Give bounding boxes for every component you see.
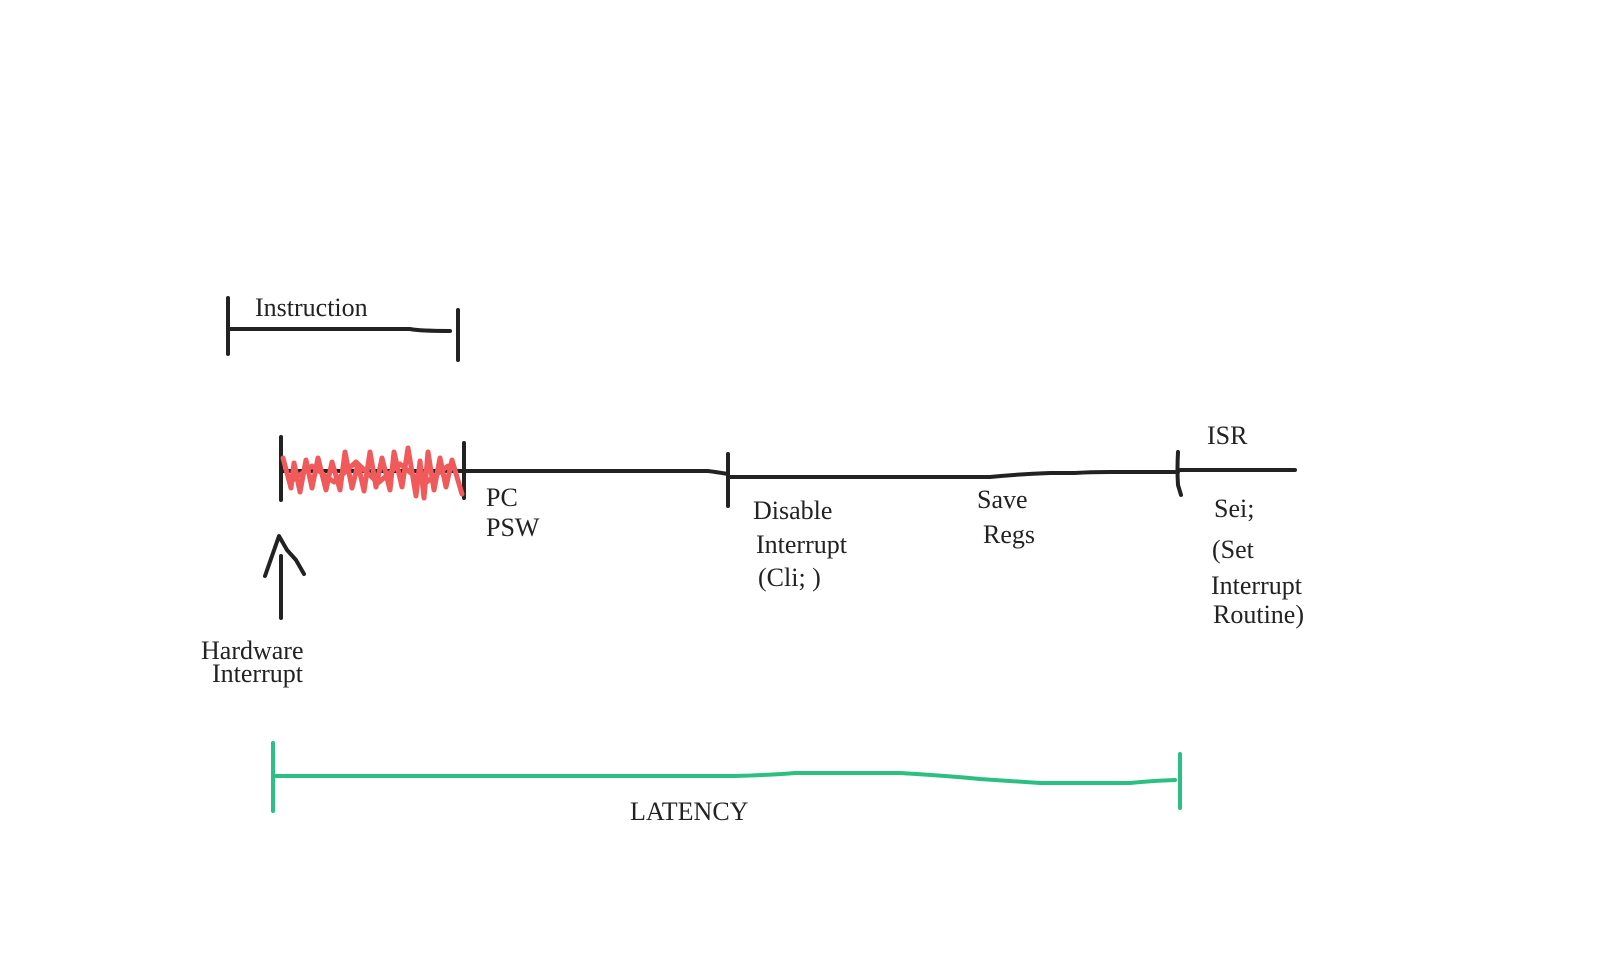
hardware-label-line1: Hardware — [201, 636, 304, 665]
disable-label-line3: (Cli; ) — [758, 563, 821, 592]
instruction-span-line — [226, 327, 452, 333]
pc-label: PC — [486, 483, 518, 512]
sei-label-line3: Interrupt — [1211, 571, 1302, 600]
isr-tick — [1175, 450, 1183, 497]
sei-label-line4: Routine) — [1213, 600, 1304, 629]
hardware-label-line2: Interrupt — [212, 659, 303, 688]
disable-label-line2: Interrupt — [756, 530, 847, 559]
interrupted-instruction-scribble — [280, 445, 465, 501]
hardware-interrupt-arrow — [263, 534, 306, 620]
instruction-label: Instruction — [255, 293, 368, 322]
latency-label: LATENCY — [630, 797, 749, 826]
psw-label: PSW — [486, 513, 540, 542]
latency-span-line — [271, 771, 1177, 785]
sei-label-line2: (Set — [1212, 535, 1254, 564]
save-label-line1: Save — [977, 485, 1028, 514]
save-label-line2: Regs — [983, 520, 1035, 549]
sei-label-line1: Sei; — [1214, 494, 1255, 523]
arrow-head — [263, 534, 306, 578]
isr-label: ISR — [1207, 421, 1248, 450]
timeline-segment-pc-psw — [462, 469, 730, 476]
timeline-segment-disable — [726, 470, 1180, 479]
instruction-bracket — [226, 296, 460, 362]
disable-label-line1: Disable — [753, 496, 833, 525]
latency-bracket — [271, 741, 1182, 813]
